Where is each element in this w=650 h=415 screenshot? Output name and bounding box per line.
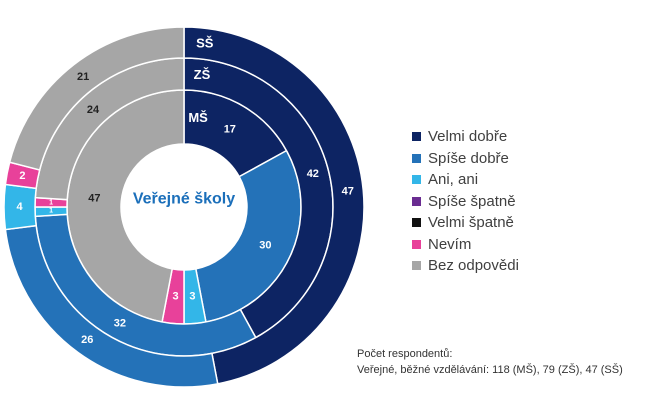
legend-label: Ani, ani [428, 171, 479, 189]
data-label-mš-6: 3 [172, 291, 178, 303]
chart-legend: Velmi dobře Spíše dobře Ani, ani Spíše špat… [412, 126, 519, 277]
data-label-mš-2: 30 [259, 239, 271, 251]
respondents-note-heading: Počet respondentů: [357, 348, 453, 360]
legend-item-7: Bez odpovědi [412, 255, 519, 277]
data-label-mš-3: 3 [189, 291, 195, 303]
ring-label-sš: SŠ [196, 36, 214, 51]
respondents-note: Počet respondentů: Veřejné, běžné vzdělá… [357, 346, 623, 378]
legend-item-2: Spíše dobře [412, 148, 519, 170]
ring-label-mš: MŠ [188, 110, 208, 125]
data-label-sš-3: 4 [16, 201, 23, 213]
legend-swatch [412, 153, 421, 163]
chart-rings [3, 26, 365, 388]
legend-item-5: Velmi špatně [412, 212, 519, 234]
legend-swatch [412, 218, 421, 228]
ring-label-zš: ZŠ [194, 67, 211, 82]
data-label-mš-7: 47 [88, 193, 100, 205]
legend-label: Spíše špatně [428, 192, 516, 210]
ring-name-labels: MŠ ZŠ SŠ [188, 36, 213, 125]
data-label-sš-6: 2 [19, 170, 25, 182]
legend-item-6: Nevím [412, 234, 519, 256]
legend-label: Spíše dobře [428, 149, 509, 167]
legend-swatch [412, 132, 421, 142]
data-label-mš-1: 17 [224, 124, 236, 136]
legend-swatch [412, 175, 421, 185]
legend-label: Bez odpovědi [428, 257, 519, 275]
data-label-zš-7: 24 [87, 104, 100, 116]
legend-item-3: Ani, ani [412, 169, 519, 191]
legend-label: Velmi dobře [428, 128, 508, 146]
legend-swatch [412, 196, 421, 206]
legend-item-4: Spíše špatně [412, 191, 519, 213]
respondents-note-counts: Veřejné, běžné vzdělávání: 118 (MŠ), 79 … [357, 364, 623, 376]
legend-label: Velmi špatně [428, 214, 514, 232]
legend-label: Nevím [428, 235, 472, 253]
chart-title: Veřejné školy [133, 191, 235, 208]
segment-sš-7 [8, 26, 185, 171]
data-label-sš-1: 47 [342, 186, 354, 198]
data-label-sš-2: 26 [81, 334, 93, 346]
legend-item-1: Velmi dobře [412, 126, 519, 148]
data-label-zš-1: 42 [307, 168, 319, 180]
legend-swatch [412, 261, 421, 271]
data-label-zš-6: 1 [49, 199, 53, 206]
data-label-zš-2: 32 [114, 318, 126, 330]
data-label-zš-3: 1 [49, 208, 53, 215]
legend-swatch [412, 239, 421, 249]
data-label-sš-7: 21 [77, 71, 89, 83]
